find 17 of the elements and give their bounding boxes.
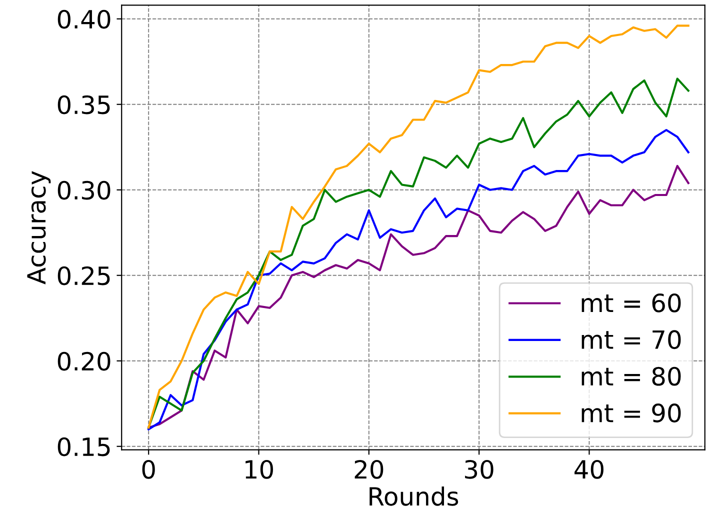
x-axis-title: Rounds — [370, 486, 458, 506]
y-axis-title: Accuracy — [27, 171, 51, 284]
legend-label: mt = 70 — [582, 330, 681, 350]
legend-label: mt = 60 — [582, 293, 681, 312]
y-tick-label: 0.20 — [58, 352, 110, 371]
legend-label: mt = 90 — [582, 404, 681, 422]
y-tick-label: 0.40 — [58, 10, 110, 29]
y-tick-label: 0.30 — [58, 180, 110, 200]
y-tick-label: 0.15 — [58, 437, 110, 456]
y-tick-label: 0.35 — [58, 95, 110, 114]
x-tick-label: 0 — [142, 460, 155, 479]
x-tick-label: 30 — [465, 460, 494, 479]
legend-label: mt = 80 — [582, 366, 681, 386]
x-tick-label: 40 — [574, 460, 604, 479]
y-tick-label: 0.25 — [58, 266, 110, 286]
x-tick-label: 10 — [246, 460, 273, 479]
x-tick-label: 20 — [354, 460, 384, 479]
